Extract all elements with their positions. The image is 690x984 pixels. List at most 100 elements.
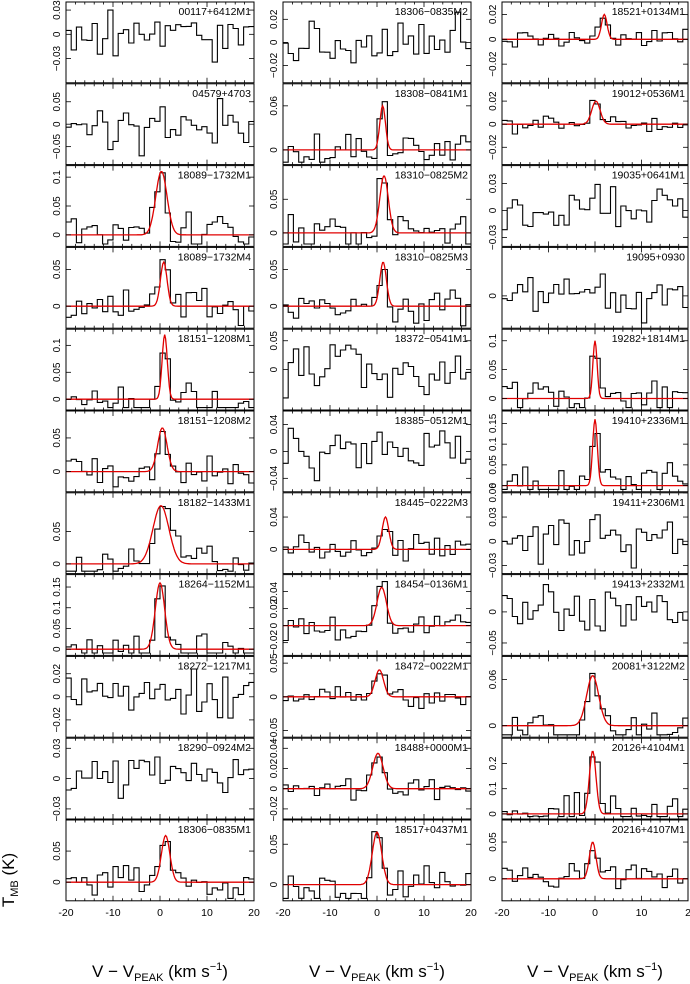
panel-source-label: 18372−0541M1	[395, 333, 468, 345]
spectrum-panel: 0.040.02 0 −0.02 18454−0136M1	[269, 574, 472, 656]
panel-source-label: 18488+0000M1	[395, 742, 468, 754]
x-tick-label: 0	[592, 907, 598, 919]
y-tick-label: 0.02	[488, 4, 499, 24]
gaussian-fit	[66, 834, 254, 883]
spectrum-panel: 0.1 0.05 0 19282+1814M1	[488, 328, 689, 411]
panel-source-label: 18308−0841M1	[395, 88, 468, 100]
y-tick-label: −0.02	[269, 52, 280, 78]
y-tick-label: 0.02	[52, 664, 63, 684]
spectrum-trace	[502, 432, 688, 490]
y-tick-label: 0	[52, 694, 63, 700]
y-tick-label: 0.03	[488, 507, 499, 527]
spectrum-trace	[283, 11, 471, 64]
spectrum-panel: 0.05 0 −0.05 18472−0022M1	[269, 653, 472, 743]
y-tick-label: 0.15	[52, 577, 63, 597]
spectrum-trace	[502, 850, 688, 890]
gaussian-fit	[66, 260, 254, 307]
spectrum-panel: 0.05 0 18089−1732M4	[52, 246, 255, 329]
x-tick-label: 10	[418, 907, 430, 919]
panel-source-label: 18310−0825M3	[395, 251, 468, 263]
spectrum-panel: 0.02 0 −0.02 18272−1217M1	[52, 655, 255, 738]
spectrum-panel: 0.05 0 18310−0825M3	[269, 246, 472, 329]
x-tick-label: 20	[465, 907, 477, 919]
x-tick-label: -10	[541, 907, 556, 919]
spectrum-panel: 0.06 0 18308−0841M1	[269, 83, 472, 166]
panel-source-label: 19411+2306M1	[613, 497, 686, 509]
y-tick-label: 0	[269, 39, 280, 45]
y-tick-label: 0.04	[269, 507, 280, 527]
x-axis-label: V − VPEAK (km s−1)	[92, 961, 228, 984]
gaussian-fit	[283, 104, 471, 151]
spectrum-panel: 0.02 0 −0.02 18521+0134M1	[488, 1, 689, 84]
spectrum-trace	[502, 584, 688, 632]
panel-source-label: 18089−1732M1	[178, 170, 251, 182]
gaussian-fit	[283, 175, 471, 234]
spectrum-panel: 0.040.02 0 −0.02 18488+0000M1	[269, 737, 472, 822]
y-tick-label: 0	[52, 121, 63, 127]
spectrum-panel: 0 19095+0930	[488, 246, 689, 329]
y-tick-label: 0	[52, 232, 63, 238]
y-tick-label: 0	[488, 293, 499, 299]
spectrum-trace	[283, 673, 471, 709]
y-tick-label: 0	[488, 538, 499, 544]
panel-source-label: 20081+3122M2	[612, 660, 685, 672]
y-tick-label: 0.1	[488, 333, 499, 347]
spectrum-panel: 0.15 0.1 0.05 0 19410+2336M1	[488, 410, 689, 493]
y-tick-label: 0	[269, 303, 280, 309]
y-tick-label: 0.05	[52, 618, 63, 638]
y-tick-label: 0.02	[488, 91, 499, 111]
spectrum-trace	[66, 352, 254, 409]
y-tick-label: 0.02	[269, 758, 280, 778]
panel-source-label: 19012+0536M1	[612, 88, 685, 100]
y-tick-label: 0	[52, 879, 63, 885]
y-tick-label: 0.05	[269, 653, 280, 673]
y-tick-label: 0.06	[269, 96, 280, 116]
y-tick-label: 0	[488, 36, 499, 42]
spectrum-trace	[502, 273, 688, 324]
spectrum-panel: 0.04 0 −0.04 18385−0512M1	[269, 410, 472, 493]
spectrum-panel: 0.05 0 18310−0825M2	[269, 165, 472, 247]
spectrum-trace	[66, 585, 254, 654]
spectrum-trace	[283, 178, 471, 245]
gaussian-fit	[502, 750, 688, 815]
x-tick-label: 0	[374, 907, 380, 919]
x-tick-label: -20	[494, 907, 509, 919]
x-tick-label: 0	[157, 907, 163, 919]
y-tick-label: 0	[488, 609, 499, 615]
gaussian-fit	[283, 261, 471, 307]
y-tick-label: 0.1	[488, 781, 499, 795]
y-tick-label: −0.04	[269, 465, 280, 491]
y-tick-label: −0.05	[52, 134, 63, 160]
spectrum-panel: 0 −0.05 19413+2332M1	[488, 574, 689, 656]
y-tick-label: 0.05	[52, 521, 63, 541]
y-tick-label: 0	[488, 207, 499, 213]
y-tick-label: 0.05	[52, 92, 63, 112]
x-tick-label: -20	[58, 907, 73, 919]
y-tick-label: 0.05	[52, 841, 63, 861]
spectrum-panel: 0.05 0 18306−0835M1	[52, 819, 255, 902]
panel-source-label: 18310−0825M2	[395, 170, 468, 182]
spectrum-trace	[66, 9, 254, 63]
y-tick-label: −0.02	[488, 134, 499, 160]
panel-source-label: 04579+4703	[192, 88, 251, 100]
spectrum-panel: 0.03 0 −0.03 19035+0641M1	[488, 165, 689, 250]
spectrum-trace	[283, 427, 471, 482]
spectrum-panel: 0.06 0.03 0 −0.03 19411+2306M1	[488, 483, 689, 578]
y-tick-label: 0.05	[269, 259, 280, 279]
spectrum-panel: 0.15 0.1 0.05 0 18264−1152M1	[52, 574, 255, 656]
panel-source-label: 18151−1208M2	[178, 415, 251, 427]
y-tick-label: 0.03	[52, 738, 63, 758]
y-tick-label: −0.03	[52, 796, 63, 822]
panel-source-label: 18306−0835M1	[178, 824, 251, 836]
x-axis-label: V − VPEAK (km s−1)	[309, 961, 445, 984]
panel-source-label: 18454−0136M1	[395, 579, 468, 591]
y-tick-label: 0.03	[52, 0, 63, 20]
y-tick-label: 0	[52, 775, 63, 781]
panel-source-label: 18151−1208M1	[178, 333, 251, 345]
y-tick-label: 0.05	[269, 834, 280, 854]
y-tick-label: 0	[52, 646, 63, 652]
y-tick-label: 0.05	[52, 428, 63, 448]
spectrum-panel: 0.05 0 18372−0541M1	[269, 328, 472, 411]
spectrum-trace	[283, 528, 471, 562]
